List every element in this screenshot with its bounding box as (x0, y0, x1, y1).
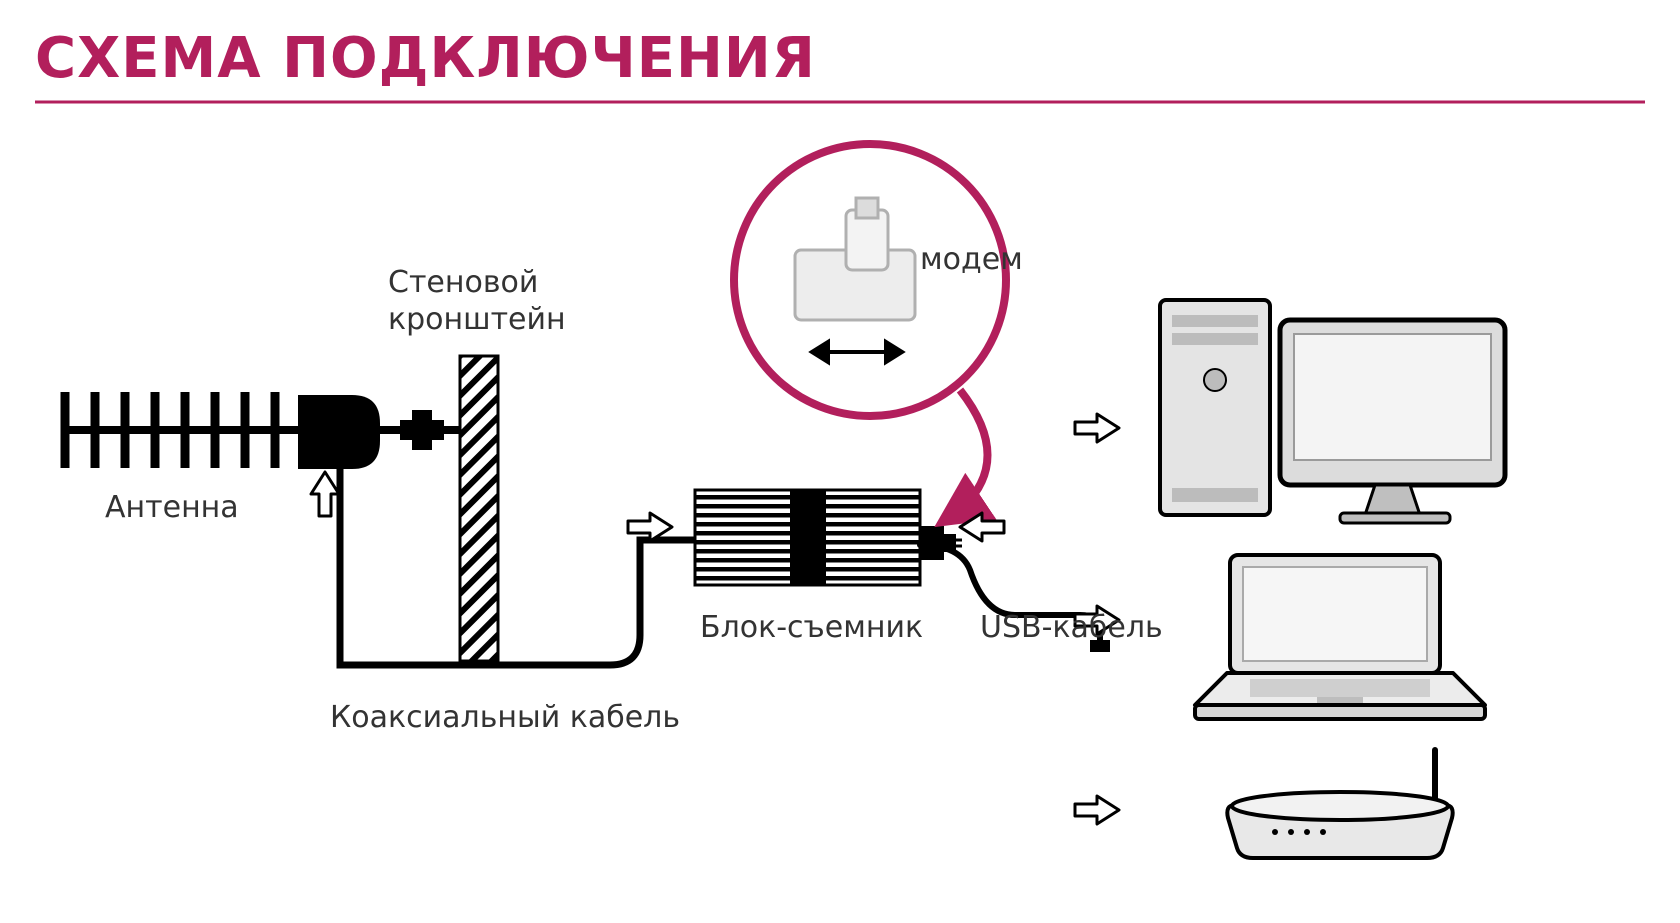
diagram-svg (0, 0, 1680, 923)
wall-bracket-icon (460, 356, 498, 661)
laptop-icon (1195, 555, 1485, 719)
desktop-pc-icon (1160, 300, 1505, 523)
usb-label: USB-кабель (980, 610, 1163, 645)
bracket-label-2: кронштейн (388, 302, 566, 337)
antenna-label: Антенна (105, 490, 239, 525)
block-device-icon (695, 490, 920, 585)
coax-label: Коаксиальный кабель (330, 700, 680, 735)
bracket-clamp-icon (400, 410, 444, 450)
arrow-up-icon (311, 472, 339, 516)
arrow-to-pc-icon (1075, 414, 1119, 442)
coax-cable (340, 468, 695, 665)
device-label: Блок-съемник (700, 610, 923, 645)
arrow-left-into-device-icon (960, 513, 1004, 541)
modem-to-device-arrow (942, 390, 988, 522)
arrow-to-router-icon (1075, 796, 1119, 824)
router-icon (1227, 750, 1452, 858)
diagram-stage: СХЕМА ПОДКЛЮЧЕНИЯ (0, 0, 1680, 923)
antenna-icon (65, 392, 380, 469)
modem-label: модем (920, 242, 1023, 277)
bracket-label-1: Стеновой (388, 265, 538, 300)
